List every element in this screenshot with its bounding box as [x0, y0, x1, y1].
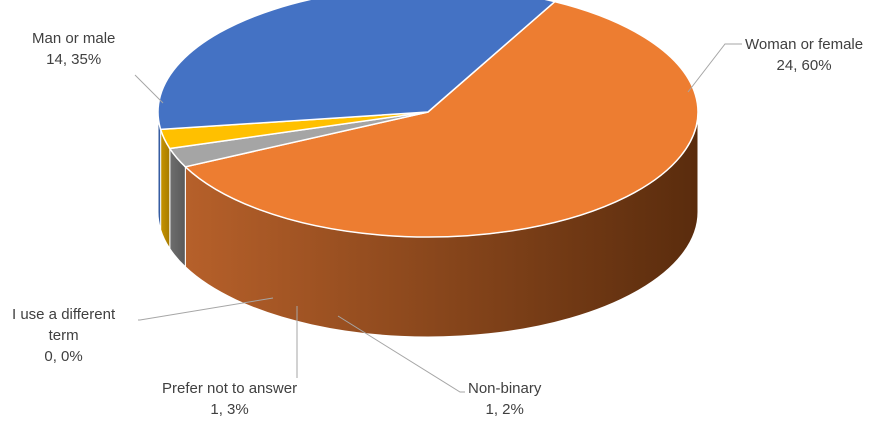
slice-label-name: Man or male: [32, 30, 116, 47]
slice-label-value: 0, 0%: [44, 348, 83, 365]
data-label-woman-or-female: Woman or female 24, 60%: [745, 34, 863, 76]
slice-label-name: Woman or female: [745, 36, 864, 53]
data-label-non-binary: Non-binary 1, 2%: [468, 378, 541, 420]
leader-line-1: [337, 315, 465, 393]
leader-line-4: [134, 74, 164, 104]
slice-label-name: Non-binary: [468, 380, 542, 397]
leader-line-0: [687, 43, 742, 93]
slice-label-name: Prefer not to answer: [162, 380, 298, 397]
slice-label-name: I use a different: [12, 306, 116, 323]
data-label-prefer-not-to-answer: Prefer not to answer 1, 3%: [162, 378, 297, 420]
pie-slice-4: [157, 0, 557, 131]
slice-label-value: 1, 3%: [210, 401, 249, 418]
slice-label-value: 1, 2%: [485, 401, 524, 418]
pie-side-1: [169, 146, 186, 268]
pie-sides: [157, 111, 699, 338]
data-label-i-use-a-different-term: I use a different term 0, 0%: [12, 304, 115, 367]
slice-label-value: 24, 60%: [776, 57, 832, 74]
slice-label-name-cont: term: [48, 327, 79, 344]
leader-lines: [134, 43, 742, 393]
slice-label-value: 14, 35%: [46, 51, 102, 68]
data-label-man-or-male: Man or male 14, 35%: [32, 28, 115, 70]
pie-tops: [157, 0, 699, 238]
pie-slice-0: [183, 0, 699, 238]
leader-line-3: [138, 297, 274, 321]
